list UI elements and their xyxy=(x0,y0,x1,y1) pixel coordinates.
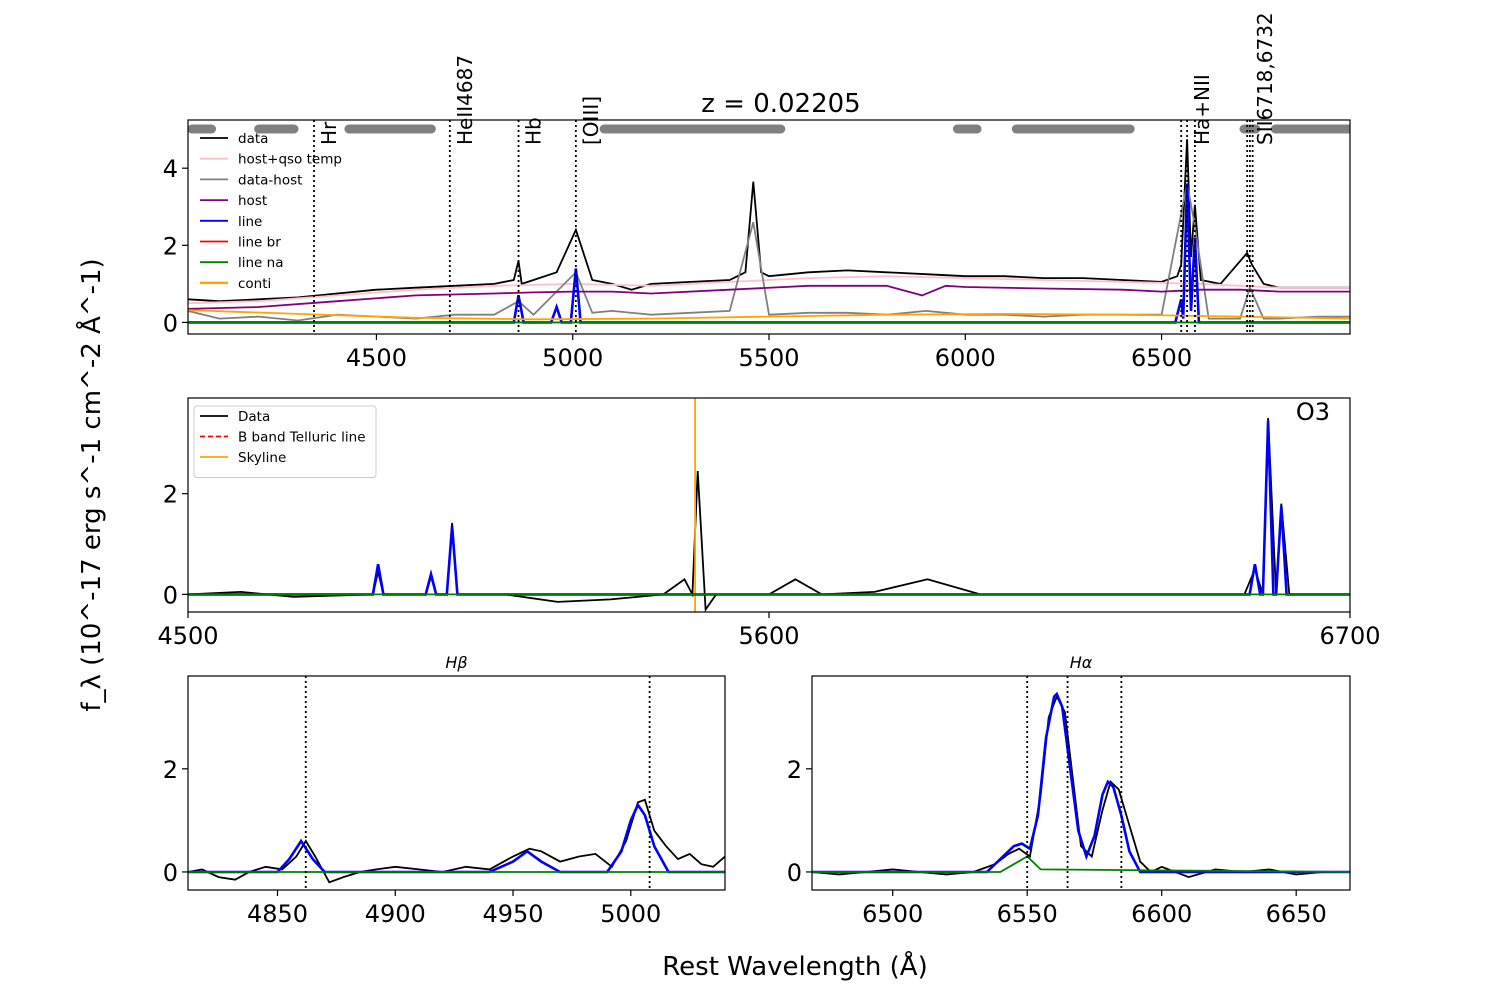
x-tick-label: 6700 xyxy=(1319,622,1380,650)
panel-Hb: 4850 4900 4950 5000 0 2 Hβ xyxy=(163,653,726,928)
x-tick-label: 4900 xyxy=(365,900,426,928)
x-tick-label: 4850 xyxy=(247,900,308,928)
legend-label: Data xyxy=(238,409,270,425)
x-tick-label: 6550 xyxy=(997,900,1058,928)
legend-label: data-host xyxy=(238,172,302,188)
plot-area xyxy=(188,398,1350,612)
series-host xyxy=(188,284,1350,310)
x-tick-label: 5500 xyxy=(738,344,799,372)
legend-label: host+qso temp xyxy=(238,152,342,168)
legend: Data B band Telluric line Skyline xyxy=(193,405,377,478)
line-marker-label: Hr xyxy=(317,121,341,145)
line-marker-label: HeII4687 xyxy=(453,55,477,145)
series-line xyxy=(188,802,725,874)
panel-Ha: 6500 6550 6600 6650 0 2 Hα xyxy=(787,653,1351,928)
legend-label: Skyline xyxy=(238,450,286,466)
line-marker-label: Ha+NII xyxy=(1190,74,1214,145)
line-marker-label: Hb xyxy=(522,117,546,145)
legend-label: line xyxy=(238,214,262,230)
plot-area xyxy=(812,676,1350,890)
y-tick-label: 2 xyxy=(163,481,178,509)
legend-label: host xyxy=(238,193,267,209)
x-tick-label: 6600 xyxy=(1131,900,1192,928)
x-tick-label: 5000 xyxy=(542,344,603,372)
series-conti xyxy=(188,309,1350,321)
series-host-qso-temp xyxy=(188,275,1350,305)
plot-area xyxy=(188,120,1350,334)
series-data xyxy=(188,139,1350,303)
x-tick-label: 5000 xyxy=(600,900,661,928)
legend-frame xyxy=(193,405,377,478)
y-tick-label: 4 xyxy=(163,155,178,183)
x-tick-label: 4500 xyxy=(346,344,407,372)
legend-label: data xyxy=(238,131,268,147)
panel-title: z = 0.02205 xyxy=(701,89,860,119)
series-line xyxy=(812,691,1350,874)
panel-annotation: O3 xyxy=(1296,398,1330,426)
plot-area xyxy=(188,676,725,890)
x-tick-label: 6650 xyxy=(1266,900,1327,928)
panel-full: Hr HeII4687 Hb [OIII] Ha+NII SII6718,67324500… xyxy=(163,12,1351,372)
panel-title: Hα xyxy=(1070,653,1093,672)
series-line xyxy=(188,183,1350,324)
x-tick-label: 6000 xyxy=(935,344,996,372)
y-tick-label: 0 xyxy=(163,859,178,887)
panel-O3: 4500 5600 6700 0 2 O3 Data B band Telluric line… xyxy=(157,397,1381,650)
x-tick-label: 4950 xyxy=(482,900,543,928)
legend-label: conti xyxy=(238,276,271,292)
x-tick-label: 6500 xyxy=(1131,344,1192,372)
y-tick-label: 0 xyxy=(163,581,178,609)
x-tick-label: 4500 xyxy=(157,622,218,650)
axes-frame xyxy=(187,675,726,891)
figure-xlabel: Rest Wavelength (Å) xyxy=(662,950,927,982)
figure-ylabel: f_λ (10^-17 erg s^-1 cm^-2 Å^-1) xyxy=(75,258,107,711)
legend: data host+qso temp data-host host line line b… xyxy=(200,131,342,292)
y-tick-label: 0 xyxy=(787,859,802,887)
y-tick-label: 2 xyxy=(787,756,802,784)
axes-frame xyxy=(187,119,1351,335)
legend-label: line br xyxy=(238,235,281,251)
line-marker-label: SII6718,6732 xyxy=(1253,12,1277,145)
y-tick-label: 0 xyxy=(163,309,178,337)
panel-title: Hβ xyxy=(445,653,467,672)
legend-label: B band Telluric line xyxy=(238,430,366,446)
y-tick-label: 2 xyxy=(163,756,178,784)
series-line-na xyxy=(812,855,1350,873)
x-tick-label: 6500 xyxy=(862,900,923,928)
axes-frame xyxy=(811,675,1351,891)
series-data xyxy=(188,798,725,884)
legend-label: line na xyxy=(238,255,283,271)
series-data xyxy=(812,694,1350,879)
x-tick-label: 5600 xyxy=(738,622,799,650)
y-tick-label: 2 xyxy=(163,232,178,260)
